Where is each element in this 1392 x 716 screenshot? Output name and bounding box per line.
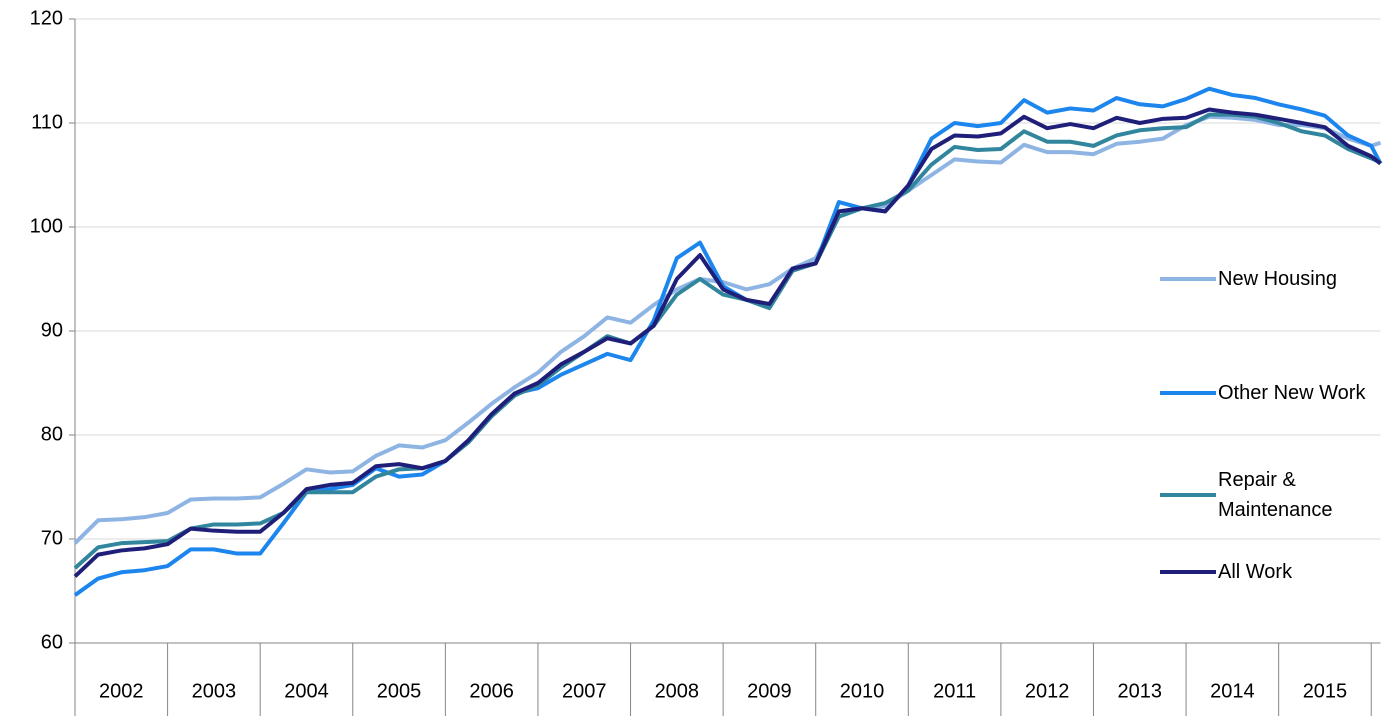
x-tick-label: 2013	[1118, 680, 1163, 702]
x-tick-label: 2014	[1210, 680, 1255, 702]
x-tick-label: 2009	[747, 680, 792, 702]
y-tick-label: 120	[30, 7, 63, 29]
x-tick-label: 2011	[933, 680, 976, 702]
legend-item: Other New Work	[1160, 378, 1368, 408]
legend-label: New Housing	[1218, 268, 1337, 290]
y-tick-label: 80	[41, 423, 63, 445]
series-line	[73, 107, 1382, 578]
legend-item: Repair & Maintenance	[1160, 465, 1368, 525]
x-tick-label: 2007	[562, 680, 607, 702]
legend-label: Other New Work	[1218, 382, 1366, 404]
x-tick-label: 2008	[655, 680, 700, 702]
legend-label: All Work	[1218, 561, 1293, 583]
legend-swatch	[1160, 570, 1216, 574]
y-tick-label: 60	[41, 631, 63, 653]
x-tick-label: 2002	[99, 680, 144, 702]
x-tick-label: 2005	[377, 680, 422, 702]
x-tick-label: 2004	[284, 680, 329, 702]
legend-label: Repair & Maintenance	[1218, 469, 1333, 521]
x-tick-label: 2015	[1303, 680, 1348, 702]
x-tick-label: 2012	[1025, 680, 1070, 702]
legend-item: All Work	[1160, 557, 1368, 587]
y-tick-label: 90	[41, 319, 63, 341]
x-tick-label: 2010	[840, 680, 885, 702]
legend-item: New Housing	[1160, 264, 1368, 294]
y-tick-label: 70	[41, 527, 63, 549]
legend-swatch	[1160, 493, 1216, 497]
legend-swatch	[1160, 277, 1216, 281]
legend-swatch	[1160, 391, 1216, 395]
y-tick-label: 100	[30, 215, 63, 237]
y-tick-label: 110	[31, 111, 63, 133]
x-tick-label: 2006	[469, 680, 514, 702]
series-line	[73, 114, 1382, 545]
x-tick-label: 2003	[192, 680, 237, 702]
